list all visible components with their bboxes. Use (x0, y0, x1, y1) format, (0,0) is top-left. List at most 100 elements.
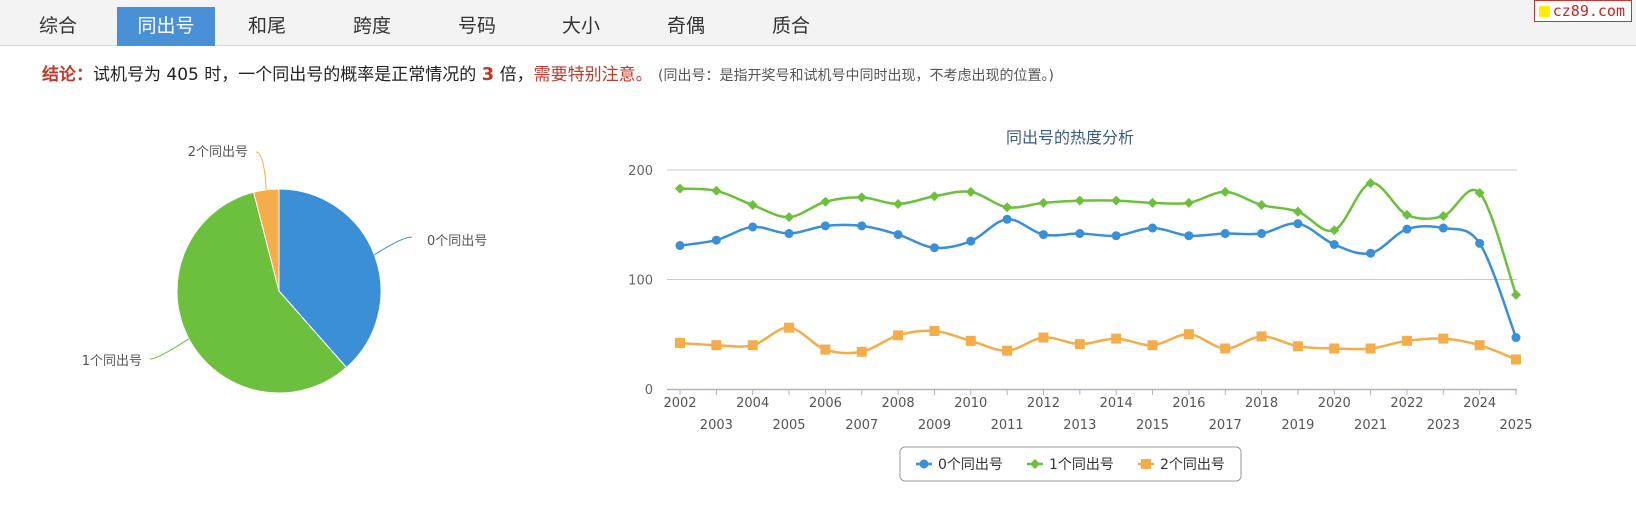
data-point-zero (1511, 333, 1521, 343)
data-point-one (1111, 195, 1122, 206)
data-point-two (1292, 341, 1303, 352)
data-point-two (965, 335, 976, 346)
data-point-one (711, 185, 722, 196)
tab-span[interactable]: 跨度 (352, 15, 391, 37)
conclusion-text-2: 倍， (499, 65, 534, 85)
conclusion-label: 结论： (42, 65, 93, 85)
legend-marker-zero (919, 459, 929, 469)
data-point-zero (1002, 214, 1012, 224)
data-point-one (1002, 202, 1013, 213)
data-point-two (1220, 343, 1231, 354)
conclusion-note: (同出号：是指开奖号和试机号中同时出现，不考虑出现的位置。) (658, 68, 1054, 84)
data-point-two (1511, 354, 1521, 365)
tab-prime-composite[interactable]: 质合 (771, 15, 810, 37)
legend-label-zero: 0个同出号 (938, 457, 1003, 473)
legend-marker-two (1141, 459, 1151, 469)
data-point-zero (711, 235, 721, 245)
data-point-one (1365, 178, 1376, 189)
x-tick-label: 2011 (991, 418, 1024, 433)
x-tick-label: 2006 (809, 396, 842, 411)
data-point-one (965, 186, 976, 197)
data-point-one (1220, 186, 1231, 197)
series-line-two (679, 326, 1517, 361)
x-tick-label: 2010 (954, 396, 987, 411)
x-tick-label: 2016 (1172, 396, 1205, 411)
x-tick-label: 2022 (1390, 396, 1423, 411)
data-point-zero (1038, 230, 1048, 240)
tab-sum-tail[interactable]: 和尾 (247, 15, 286, 37)
x-tick-label: 2017 (1209, 418, 1242, 433)
data-point-two (856, 346, 867, 357)
data-point-zero (857, 221, 867, 231)
conclusion-multiplier: 3 (481, 64, 495, 85)
legend-item-two: 2个同出号 (1138, 457, 1225, 473)
data-point-one (820, 196, 831, 207)
data-point-one (1038, 197, 1049, 208)
x-tick-label: 2009 (918, 418, 951, 433)
data-point-two (1002, 345, 1013, 356)
data-point-two (675, 338, 685, 349)
legend-label-two: 2个同出号 (1160, 457, 1225, 473)
data-point-one (1292, 206, 1303, 217)
series-line-zero (679, 218, 1518, 338)
data-point-two (1474, 340, 1485, 351)
pie-slice-zero (278, 188, 382, 369)
data-point-zero (675, 241, 685, 251)
y-tick-label: 200 (628, 164, 653, 179)
logo-square-icon (1538, 6, 1550, 17)
data-point-one (1401, 209, 1412, 220)
pie-connector-one (149, 338, 190, 360)
tab-same-numbers[interactable]: 同出号 (117, 7, 215, 46)
data-point-two (1183, 329, 1194, 340)
data-point-two (1256, 331, 1267, 342)
x-tick-label: 2004 (736, 396, 769, 411)
chart-title: 同出号的热度分析 (1006, 128, 1134, 147)
data-point-zero (1075, 229, 1085, 239)
data-point-one (1474, 187, 1485, 198)
x-tick-label: 2025 (1499, 418, 1532, 433)
x-tick-label: 2019 (1281, 418, 1314, 433)
data-point-one (1074, 195, 1085, 206)
pie-slice-two (253, 188, 280, 292)
data-point-zero (1438, 223, 1448, 233)
x-tick-label: 2020 (1318, 396, 1351, 411)
data-point-one (893, 198, 904, 209)
pie-label-one: 1个同出号 (82, 354, 142, 369)
data-point-two (784, 322, 795, 333)
pie-label-two: 2个同出号 (188, 145, 248, 160)
data-point-zero (784, 229, 794, 239)
x-tick-label: 2021 (1354, 418, 1387, 433)
x-tick-label: 2012 (1027, 396, 1060, 411)
tab-bar: 综合 同出号 和尾 跨度 号码 大小 奇偶 质合 (0, 0, 1636, 46)
data-point-zero (1366, 248, 1376, 258)
x-tick-label: 2024 (1463, 396, 1496, 411)
data-point-zero (966, 236, 976, 246)
conclusion-text: 试机号为 405 时，一个同出号的概率是正常情况的 (93, 65, 477, 85)
site-logo[interactable]: cz89.com (1533, 0, 1632, 22)
data-point-two (1365, 343, 1376, 354)
conclusion-warning: 需要特别注意。 (533, 65, 653, 85)
tab-overview[interactable]: 综合 (38, 15, 77, 37)
data-point-one (856, 192, 867, 203)
tab-odd-even[interactable]: 奇偶 (666, 15, 705, 37)
data-point-one (747, 200, 758, 211)
data-point-one (1183, 197, 1194, 208)
data-point-two (1401, 335, 1412, 346)
pie-label-zero: 0个同出号 (427, 234, 487, 249)
data-point-zero (929, 243, 939, 253)
legend-item-zero: 0个同出号 (916, 457, 1003, 473)
legend-box (899, 446, 1242, 482)
data-point-two (747, 340, 758, 351)
pie-connector-two (255, 151, 267, 190)
x-tick-label: 2005 (772, 418, 805, 433)
data-point-zero (1148, 223, 1158, 233)
data-point-two (1329, 343, 1340, 354)
data-point-one (1438, 210, 1449, 221)
x-tick-label: 2015 (1136, 418, 1169, 433)
data-point-one (1147, 197, 1158, 208)
tab-size[interactable]: 大小 (561, 15, 600, 37)
tab-numbers[interactable]: 号码 (457, 15, 496, 37)
x-tick-label: 2013 (1063, 418, 1096, 433)
y-tick-label: 0 (645, 383, 653, 398)
